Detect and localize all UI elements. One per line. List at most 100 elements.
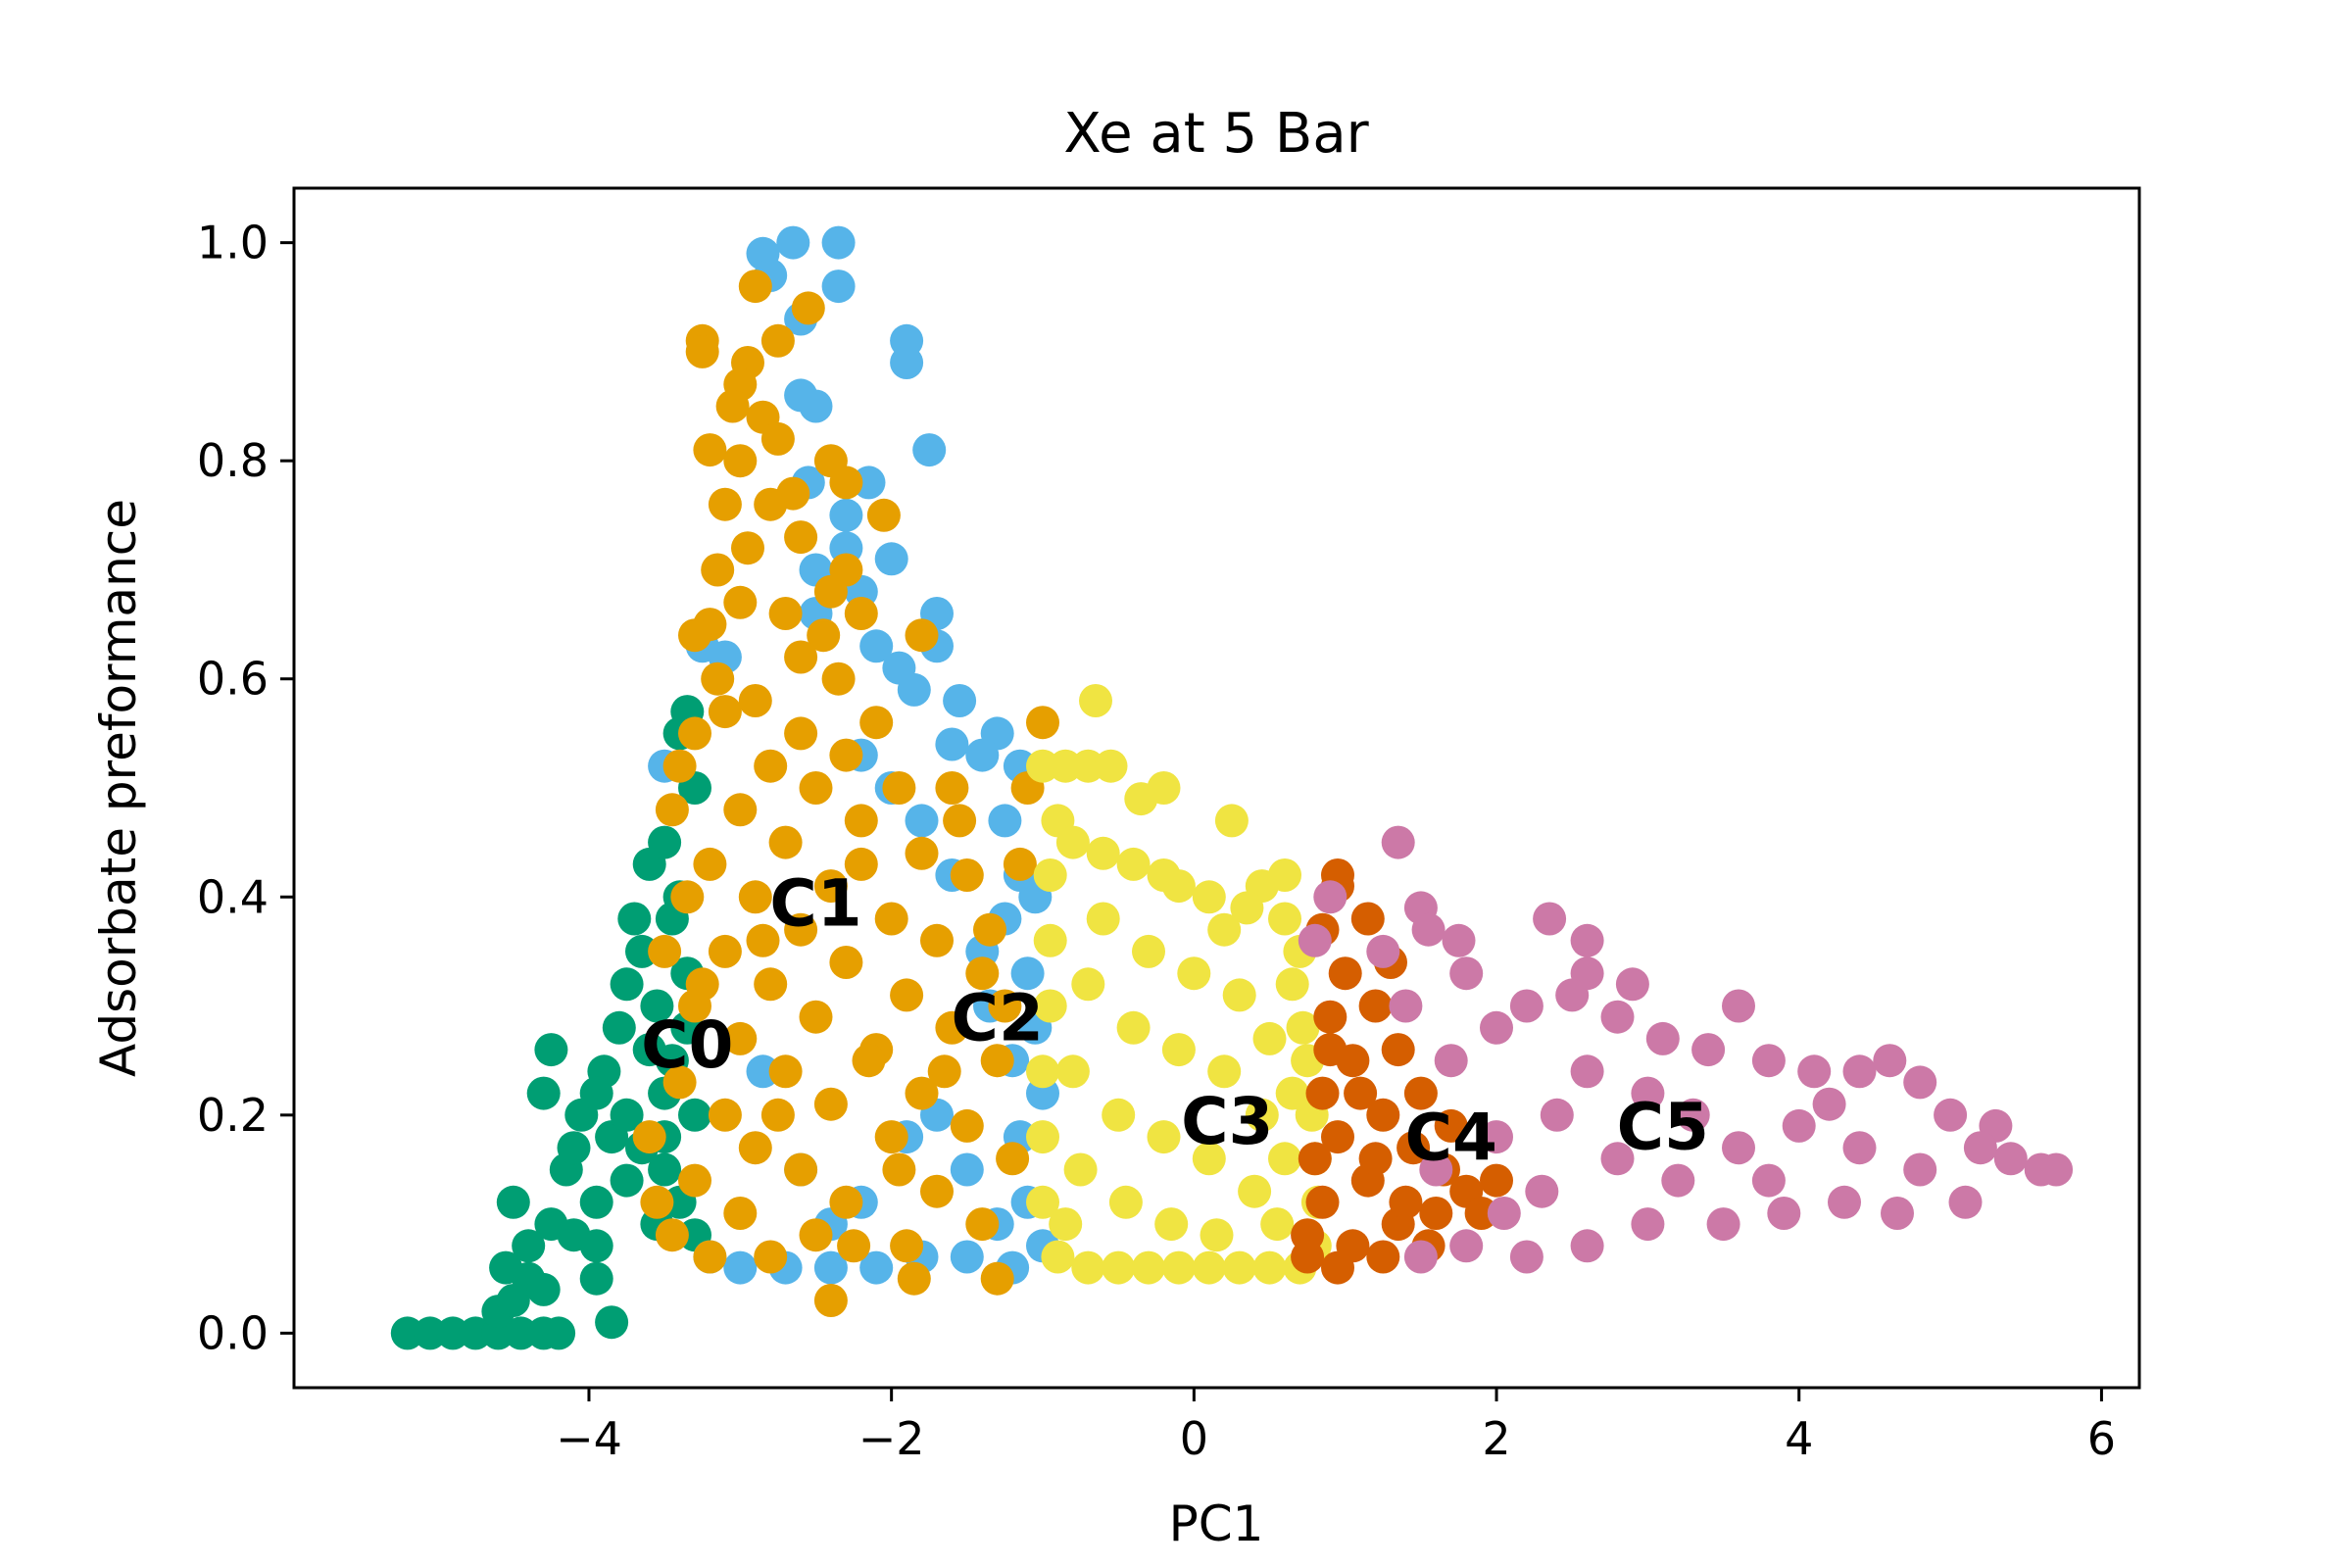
data-point — [1903, 1065, 1937, 1100]
cluster-label-c4: C4 — [1405, 1101, 1497, 1176]
data-point — [1389, 1185, 1423, 1219]
data-point — [1403, 1076, 1438, 1110]
data-point — [859, 629, 894, 663]
data-point — [1842, 1054, 1877, 1089]
data-point — [950, 1108, 984, 1143]
data-point — [1200, 1218, 1234, 1252]
data-point — [1555, 978, 1590, 1012]
data-point — [973, 912, 1006, 947]
data-point — [1419, 1197, 1453, 1230]
data-point — [1313, 1000, 1348, 1034]
data-point — [655, 793, 689, 827]
data-point — [1328, 956, 1362, 991]
data-point — [1533, 902, 1567, 936]
data-point — [1298, 1142, 1332, 1176]
data-point — [1419, 1152, 1453, 1187]
data-point — [1706, 1207, 1740, 1242]
data-point — [1570, 923, 1604, 957]
data-point — [1842, 1131, 1877, 1165]
data-point — [1214, 804, 1249, 838]
series-c5 — [1298, 825, 2074, 1274]
data-point — [980, 1044, 1014, 1078]
data-point — [912, 433, 947, 467]
data-point — [829, 466, 863, 500]
data-point — [754, 487, 788, 521]
data-point — [489, 1250, 523, 1285]
data-point — [1055, 825, 1090, 859]
data-point — [648, 934, 682, 968]
data-point — [1645, 1021, 1680, 1055]
data-point — [1366, 1240, 1400, 1274]
data-point — [1366, 1098, 1400, 1132]
data-point — [1268, 902, 1301, 936]
data-point — [1305, 1185, 1340, 1219]
data-point — [1102, 1250, 1136, 1285]
data-point — [1570, 1054, 1604, 1089]
data-point — [579, 1076, 613, 1110]
series-c3 — [1026, 684, 1335, 1285]
x-tick-label: 4 — [1785, 1412, 1813, 1465]
data-point — [534, 1033, 568, 1067]
data-point — [723, 1250, 758, 1285]
data-point — [760, 421, 795, 456]
data-point — [950, 1152, 984, 1187]
data-point — [920, 923, 954, 957]
data-point — [1207, 912, 1242, 947]
data-point — [829, 498, 863, 532]
data-point — [662, 749, 697, 783]
data-point — [1026, 1054, 1059, 1089]
data-point — [784, 716, 818, 751]
data-point — [844, 847, 878, 881]
data-point — [784, 912, 818, 947]
data-point — [1268, 1142, 1301, 1176]
data-point — [821, 270, 856, 304]
data-point — [1321, 1250, 1354, 1285]
data-point — [1147, 1120, 1181, 1154]
data-point — [791, 291, 825, 325]
cluster-label-c5: C5 — [1617, 1090, 1709, 1165]
data-point — [2039, 1152, 2074, 1187]
data-point — [640, 1185, 674, 1219]
data-point — [890, 346, 924, 379]
data-point — [526, 1272, 561, 1306]
data-point — [1600, 1142, 1635, 1176]
data-point — [1881, 1197, 1914, 1230]
data-point — [610, 1163, 644, 1198]
data-point — [950, 1240, 984, 1274]
data-point — [1449, 956, 1484, 991]
data-point — [648, 825, 682, 859]
data-point — [723, 793, 758, 827]
data-point — [640, 989, 674, 1023]
data-point — [988, 989, 1022, 1023]
data-point — [1963, 1131, 1997, 1165]
x-tick-label: 0 — [1180, 1412, 1208, 1465]
data-point — [1033, 989, 1067, 1023]
data-point — [1071, 1250, 1105, 1285]
data-point — [829, 946, 863, 979]
data-point — [723, 444, 758, 478]
data-point — [1116, 847, 1151, 881]
data-point — [1403, 1240, 1438, 1274]
data-point — [1381, 825, 1415, 859]
cluster-label-c3: C3 — [1181, 1084, 1273, 1159]
data-point — [821, 225, 856, 260]
data-point — [670, 880, 705, 914]
data-point — [760, 323, 795, 358]
data-point — [1124, 782, 1158, 816]
data-point — [784, 1152, 818, 1187]
data-point — [844, 597, 878, 630]
data-point — [1003, 847, 1037, 881]
data-point — [678, 716, 711, 751]
data-point — [943, 804, 977, 838]
data-point — [1010, 956, 1045, 991]
data-point — [1086, 836, 1120, 870]
data-point — [1086, 902, 1120, 936]
data-point — [1161, 1250, 1196, 1285]
data-point — [1434, 1108, 1468, 1143]
data-point — [1252, 1021, 1287, 1055]
data-point — [610, 1098, 644, 1132]
data-point — [1222, 1250, 1256, 1285]
data-point — [1525, 1174, 1559, 1208]
data-point — [701, 553, 735, 587]
data-point — [708, 695, 742, 729]
